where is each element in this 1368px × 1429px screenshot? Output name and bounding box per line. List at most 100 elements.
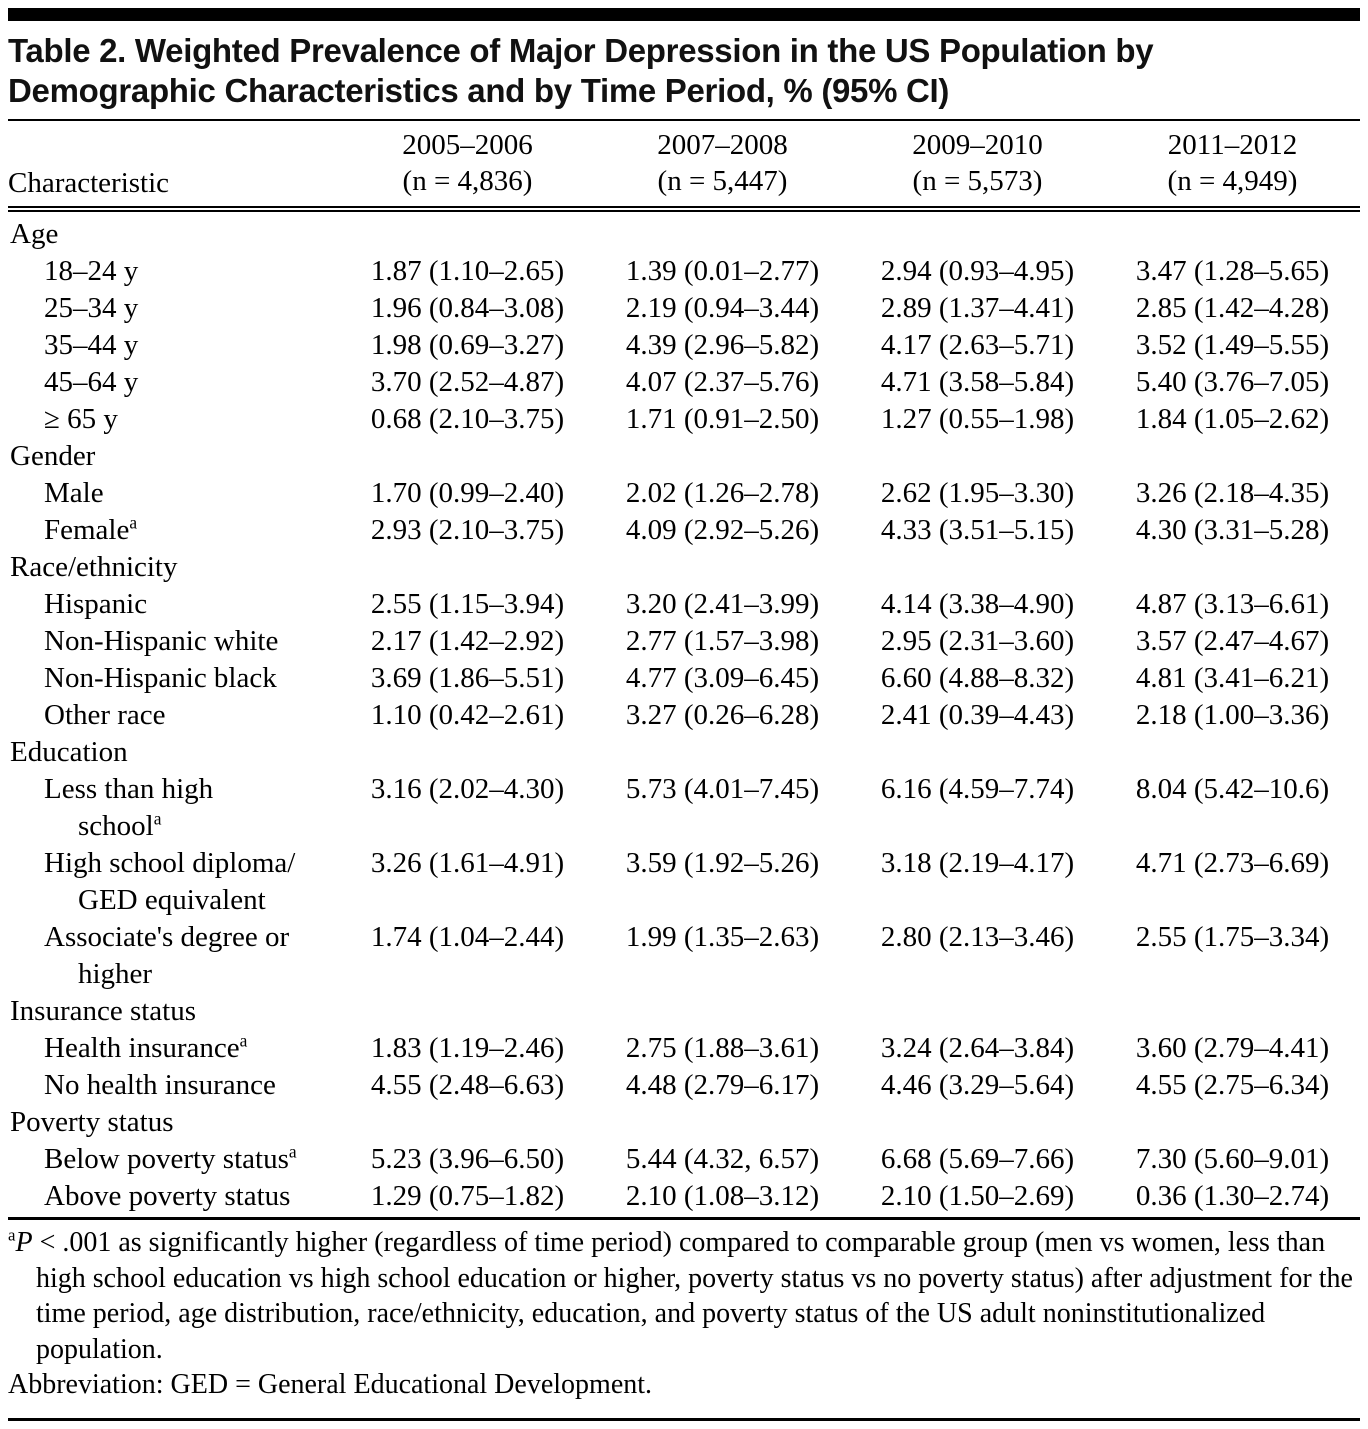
value-cell: 1.99 (1.35–2.63) bbox=[625, 921, 820, 953]
footnote-p-value: P bbox=[15, 1227, 33, 1258]
value-cell: 3.24 (2.64–3.84) bbox=[880, 1032, 1075, 1064]
table-row: 18–24 y 1.87 (1.10–2.65) 1.39 (0.01–2.77) 2… bbox=[8, 253, 1360, 290]
value-cell: 4.30 (3.31–5.28) bbox=[1135, 514, 1330, 546]
section-row: Gender bbox=[8, 438, 1360, 475]
period-label: 2009–2010 bbox=[912, 129, 1043, 161]
row-label: 45–64 y bbox=[44, 366, 139, 398]
sample-size: (n = 4,836) bbox=[402, 165, 533, 197]
table-row: ≥ 65 y 0.68 (2.10–3.75) 1.71 (0.91–2.50) 1.… bbox=[8, 401, 1360, 438]
value-cell: 2.02 (1.26–2.78) bbox=[625, 477, 820, 509]
column-header-2009-2010: 2009–2010 (n = 5,573) bbox=[850, 121, 1105, 212]
row-label: Associate's degree or higher bbox=[44, 921, 290, 990]
table-row: Below poverty statusa 5.23 (3.96–6.50) 5.4… bbox=[8, 1141, 1360, 1178]
value-cell: 4.46 (3.29–5.64) bbox=[880, 1069, 1075, 1101]
row-label: Above poverty status bbox=[44, 1180, 291, 1212]
row-label: No health insurance bbox=[44, 1069, 276, 1101]
footnote-marker: a bbox=[129, 512, 138, 533]
value-cell: 2.10 (1.08–3.12) bbox=[625, 1180, 820, 1212]
value-cell: 2.89 (1.37–4.41) bbox=[880, 292, 1075, 324]
table-row: Femalea 2.93 (2.10–3.75) 4.09 (2.92–5.26) 4… bbox=[8, 512, 1360, 549]
value-cell: 2.95 (2.31–3.60) bbox=[880, 625, 1075, 657]
section-label: Age bbox=[10, 218, 59, 250]
top-rule bbox=[8, 8, 1360, 21]
value-cell: 2.55 (1.75–3.34) bbox=[1135, 921, 1330, 953]
row-label: ≥ 65 y bbox=[44, 403, 118, 435]
value-cell: 1.98 (0.69–3.27) bbox=[370, 329, 565, 361]
table-row: Less than high schoola 3.16 (2.02–4.30) 5.… bbox=[8, 771, 1360, 845]
table-row: Hispanic 2.55 (1.15–3.94) 3.20 (2.41–3.99)… bbox=[8, 586, 1360, 623]
section-row: Insurance status bbox=[8, 993, 1360, 1030]
value-cell: 4.14 (3.38–4.90) bbox=[880, 588, 1075, 620]
value-cell: 5.23 (3.96–6.50) bbox=[370, 1143, 565, 1175]
section-row: Race/ethnicity bbox=[8, 549, 1360, 586]
value-cell: 4.33 (3.51–5.15) bbox=[880, 514, 1075, 546]
column-header-characteristic: Characteristic bbox=[8, 121, 340, 212]
value-cell: 4.55 (2.75–6.34) bbox=[1135, 1069, 1330, 1101]
value-cell: 2.19 (0.94–3.44) bbox=[625, 292, 820, 324]
value-cell: 3.47 (1.28–5.65) bbox=[1135, 255, 1330, 287]
footnote-marker: a bbox=[288, 1141, 297, 1162]
value-cell: 2.85 (1.42–4.28) bbox=[1135, 292, 1330, 324]
characteristic-label: Characteristic bbox=[8, 167, 170, 199]
value-cell: 2.62 (1.95–3.30) bbox=[880, 477, 1075, 509]
section-label: Insurance status bbox=[10, 995, 197, 1027]
prevalence-table: Characteristic 2005–2006 (n = 4,836) 200… bbox=[8, 121, 1360, 1215]
value-cell: 4.81 (3.41–6.21) bbox=[1135, 662, 1330, 694]
value-cell: 1.87 (1.10–2.65) bbox=[370, 255, 565, 287]
footnote-a: aP < .001 as significantly higher (regar… bbox=[8, 1225, 1360, 1367]
value-cell: 2.55 (1.15–3.94) bbox=[370, 588, 565, 620]
value-cell: 6.16 (4.59–7.74) bbox=[880, 773, 1075, 805]
value-cell: 6.68 (5.69–7.66) bbox=[880, 1143, 1075, 1175]
header-row: Characteristic 2005–2006 (n = 4,836) 200… bbox=[8, 121, 1360, 212]
value-cell: 3.16 (2.02–4.30) bbox=[370, 773, 565, 805]
table-header: Characteristic 2005–2006 (n = 4,836) 200… bbox=[8, 121, 1360, 212]
section-label: Poverty status bbox=[10, 1106, 174, 1138]
value-cell: 1.27 (0.55–1.98) bbox=[880, 403, 1075, 435]
table-row: Male 1.70 (0.99–2.40) 2.02 (1.26–2.78) 2.62… bbox=[8, 475, 1360, 512]
value-cell: 6.60 (4.88–8.32) bbox=[880, 662, 1075, 694]
footnote-rule bbox=[8, 1217, 1360, 1220]
period-label: 2011–2012 bbox=[1167, 129, 1298, 161]
table-row: High school diploma/ GED equivalent 3.26 … bbox=[8, 845, 1360, 919]
sample-size: (n = 5,573) bbox=[912, 165, 1043, 197]
value-cell: 4.71 (3.58–5.84) bbox=[880, 366, 1075, 398]
period-label: 2005–2006 bbox=[402, 129, 533, 161]
section-label: Education bbox=[10, 736, 128, 768]
value-cell: 3.57 (2.47–4.67) bbox=[1135, 625, 1330, 657]
row-label: 35–44 y bbox=[44, 329, 139, 361]
sample-size: (n = 4,949) bbox=[1167, 165, 1298, 197]
row-label: Less than high schoola bbox=[44, 773, 214, 842]
value-cell: 4.77 (3.09–6.45) bbox=[625, 662, 820, 694]
value-cell: 1.39 (0.01–2.77) bbox=[625, 255, 820, 287]
row-label: 18–24 y bbox=[44, 255, 139, 287]
value-cell: 3.59 (1.92–5.26) bbox=[625, 847, 820, 879]
row-label: 25–34 y bbox=[44, 292, 139, 324]
period-label: 2007–2008 bbox=[657, 129, 788, 161]
value-cell: 3.69 (1.86–5.51) bbox=[370, 662, 565, 694]
row-label: High school diploma/ GED equivalent bbox=[44, 847, 296, 916]
row-label: Non-Hispanic black bbox=[44, 662, 277, 694]
section-row: Education bbox=[8, 734, 1360, 771]
row-label: Below poverty statusa bbox=[44, 1141, 297, 1175]
table-row: Above poverty status 1.29 (0.75–1.82) 2.10… bbox=[8, 1178, 1360, 1215]
value-cell: 3.26 (2.18–4.35) bbox=[1135, 477, 1330, 509]
table-body: Age 18–24 y 1.87 (1.10–2.65) 1.39 (0.01–2.7… bbox=[8, 209, 1360, 1215]
value-cell: 2.93 (2.10–3.75) bbox=[370, 514, 565, 546]
table-title: Table 2. Weighted Prevalence of Major De… bbox=[8, 32, 1154, 109]
value-cell: 2.41 (0.39–4.43) bbox=[880, 699, 1075, 731]
column-header-2011-2012: 2011–2012 (n = 4,949) bbox=[1105, 121, 1360, 212]
column-header-2005-2006: 2005–2006 (n = 4,836) bbox=[340, 121, 595, 212]
table-row: Other race 1.10 (0.42–2.61) 3.27 (0.26–6.2… bbox=[8, 697, 1360, 734]
value-cell: 1.71 (0.91–2.50) bbox=[625, 403, 820, 435]
column-header-2007-2008: 2007–2008 (n = 5,447) bbox=[595, 121, 850, 212]
value-cell: 0.68 (2.10–3.75) bbox=[370, 403, 565, 435]
value-cell: 4.87 (3.13–6.61) bbox=[1135, 588, 1330, 620]
row-label: Male bbox=[44, 477, 104, 509]
row-label: Health insurancea bbox=[44, 1030, 248, 1064]
value-cell: 1.29 (0.75–1.82) bbox=[370, 1180, 565, 1212]
value-cell: 3.52 (1.49–5.55) bbox=[1135, 329, 1330, 361]
value-cell: 2.80 (2.13–3.46) bbox=[880, 921, 1075, 953]
value-cell: 4.55 (2.48–6.63) bbox=[370, 1069, 565, 1101]
footnote-abbreviation: Abbreviation: GED = General Educational … bbox=[8, 1369, 653, 1400]
